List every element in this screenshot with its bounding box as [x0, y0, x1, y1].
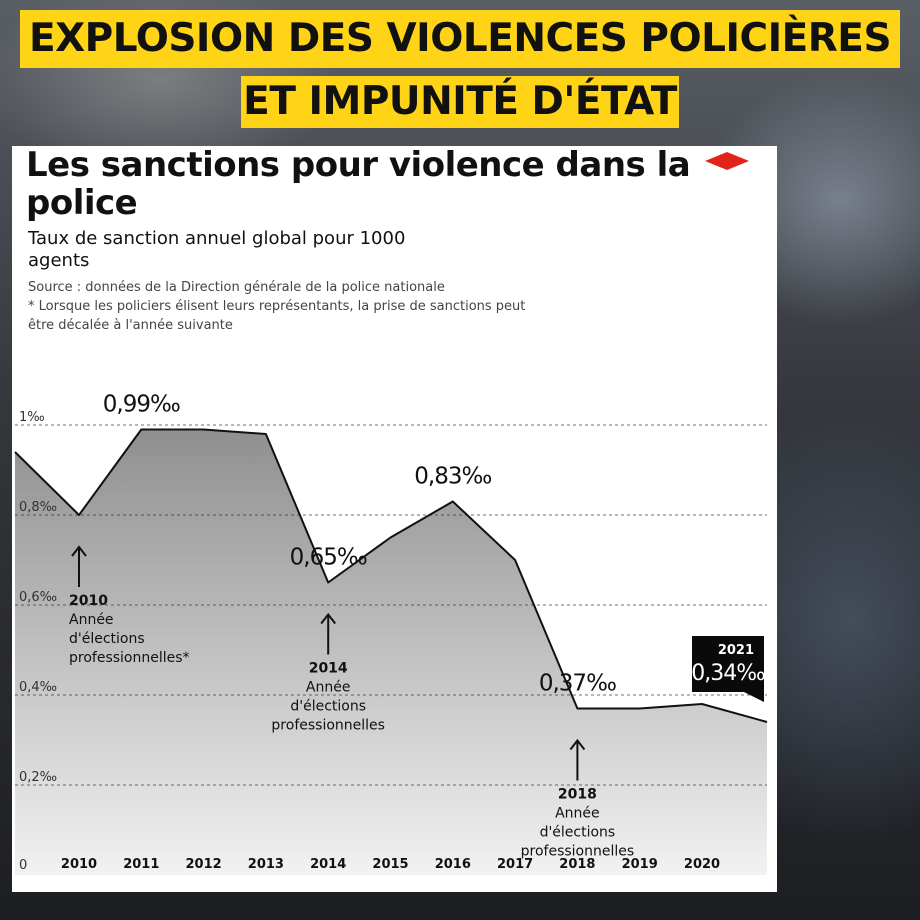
data-label-2018: 0,37‰	[539, 671, 616, 697]
y-tick-label-5: 1‰	[19, 410, 45, 425]
annotation-2010-line-0: 2010	[69, 593, 108, 609]
x-tick-label-2011: 2011	[123, 857, 159, 872]
annotation-2018-line-1: Année	[555, 806, 600, 822]
annotation-arrowhead-2010	[71, 545, 87, 557]
chart-subtitle: Taux de sanction annuel global pour 1000…	[28, 228, 406, 271]
x-tick-label-2020: 2020	[684, 857, 720, 872]
x-tick-label-2017: 2017	[497, 857, 533, 872]
headline-line-2: et impunité d'État	[241, 76, 679, 128]
annotation-2010-line-2: d'élections	[69, 631, 145, 647]
x-tick-label-2012: 2012	[186, 857, 222, 872]
x-tick-label-2015: 2015	[372, 857, 408, 872]
annotation-2018-line-2: d'élections	[540, 825, 616, 841]
chart-source: Source : données de la Direction général…	[28, 280, 445, 295]
annotation-2010-line-1: Année	[69, 612, 114, 628]
headline-line-1: Explosion des violences policières	[20, 10, 900, 68]
annotation-2014-line-0: 2014	[309, 661, 348, 677]
data-label-2016: 0,83‰	[414, 464, 491, 490]
x-tick-label-2010: 2010	[61, 857, 97, 872]
data-label-box-tail-2021	[744, 692, 764, 702]
data-label-caption-2021: 2021	[718, 643, 754, 658]
annotation-arrowhead-2018	[569, 738, 586, 751]
y-tick-label-4: 0,8‰	[19, 500, 57, 515]
annotation-2014-line-1: Année	[306, 680, 351, 696]
chart-footnote: * Lorsque les policiers élisent leurs re…	[28, 299, 526, 333]
data-label-2014: 0,65‰	[290, 545, 367, 571]
data-label-2011: 0,99‰	[103, 392, 180, 418]
x-tick-label-2013: 2013	[248, 857, 284, 872]
chart-card: 0 0,2‰ 0,4‰ 0,6‰ 0,8‰ 1‰ 2010 2011 2012 2013 2014 2…	[12, 146, 777, 892]
y-tick-label-2: 0,4‰	[19, 680, 57, 695]
annotation-2018-line-3: professionnelles	[521, 844, 635, 860]
annotation-2014-line-3: professionnelles	[271, 718, 385, 734]
data-label-2021: 0,34‰	[691, 661, 765, 686]
chart-title: Les sanctions pour violence dans la poli…	[26, 145, 691, 223]
series-line	[14, 428, 768, 723]
x-tick-label-2016: 2016	[435, 857, 471, 872]
area-fill	[15, 429, 767, 875]
annotation-2010-line-3: professionnelles*	[69, 650, 190, 666]
y-tick-label-0: 0	[19, 858, 27, 873]
area-chart: 0 0,2‰ 0,4‰ 0,6‰ 0,8‰ 1‰ 2010 2011 2012 2013 2014 2…	[14, 392, 768, 875]
brand-logo-icon	[705, 152, 749, 170]
y-tick-label-1: 0,2‰	[19, 770, 57, 785]
x-tick-label-2014: 2014	[310, 857, 346, 872]
data-label-box-2021	[692, 636, 764, 692]
annotation-2014-line-2: d'élections	[290, 699, 366, 715]
annotation-2018-line-0: 2018	[558, 787, 597, 803]
x-tick-label-2018: 2018	[559, 857, 595, 872]
x-tick-label-2019: 2019	[622, 857, 658, 872]
annotation-arrowhead-2014	[320, 612, 336, 625]
y-tick-label-3: 0,6‰	[19, 590, 57, 605]
